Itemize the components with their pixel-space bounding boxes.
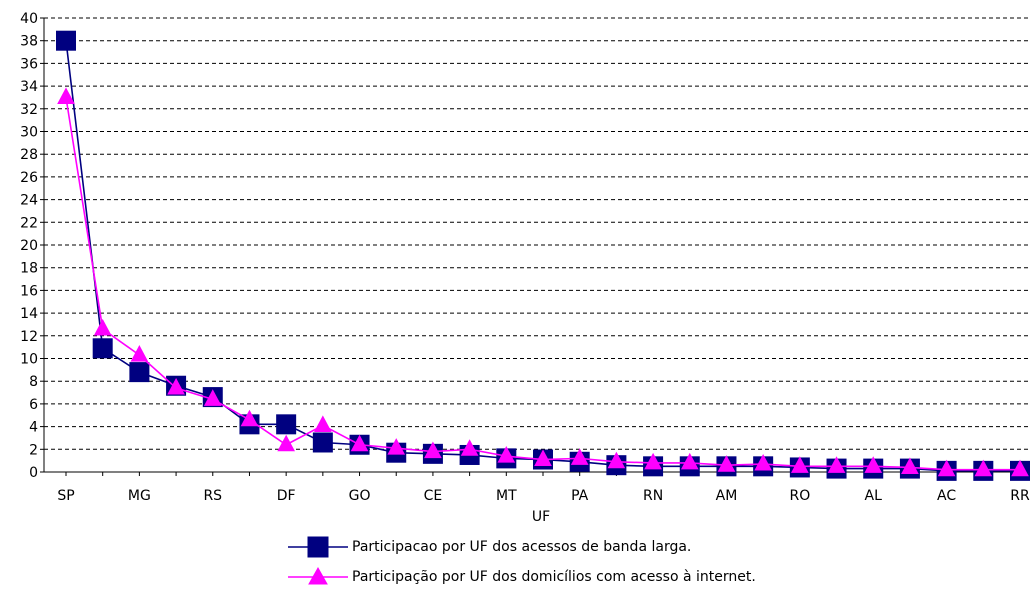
data-point-triangle bbox=[460, 439, 479, 456]
y-tick-label: 20 bbox=[20, 238, 38, 254]
legend: Participacao por UF dos acessos de banda… bbox=[288, 532, 756, 592]
data-point-triangle bbox=[827, 456, 846, 473]
y-tick-label: 4 bbox=[29, 420, 38, 436]
y-tick-label: 2 bbox=[29, 442, 38, 458]
data-point-triangle bbox=[497, 446, 516, 463]
series-2 bbox=[57, 87, 1029, 477]
series-line bbox=[65, 97, 1020, 471]
x-tick-label: MG bbox=[128, 488, 151, 504]
y-tick-label: 0 bbox=[29, 465, 38, 481]
y-tick-label: 22 bbox=[20, 215, 38, 231]
x-tick-label: PA bbox=[571, 488, 589, 504]
y-tick-label: 8 bbox=[29, 374, 38, 390]
x-tick-label: RR bbox=[1010, 488, 1030, 504]
data-point-triangle bbox=[644, 452, 662, 470]
data-point-triangle bbox=[240, 409, 259, 427]
data-point-triangle bbox=[534, 449, 552, 467]
legend-item-households: Participação por UF dos domicílios com a… bbox=[288, 562, 756, 592]
data-point-square bbox=[312, 432, 333, 453]
data-point-square bbox=[56, 30, 76, 51]
data-point-triangle bbox=[754, 453, 772, 471]
x-tick-label: GO bbox=[349, 488, 371, 504]
gridlines bbox=[44, 17, 1029, 450]
y-tick-label: 36 bbox=[20, 56, 38, 72]
y-tick-label: 14 bbox=[20, 306, 38, 322]
y-tick-label: 10 bbox=[20, 352, 38, 368]
series-1 bbox=[56, 30, 1030, 481]
y-tick-label: 38 bbox=[20, 34, 38, 50]
x-tick-label: RO bbox=[789, 488, 810, 504]
data-point-triangle bbox=[791, 456, 809, 473]
y-tick-label: 16 bbox=[20, 283, 38, 299]
y-tick-label: 40 bbox=[20, 11, 38, 27]
data-point-triangle bbox=[974, 459, 993, 477]
data-point-triangle bbox=[717, 455, 736, 472]
x-tick-label: AC bbox=[937, 488, 956, 504]
legend-item-broadband: Participacao por UF dos acessos de banda… bbox=[288, 532, 756, 562]
y-tick-label: 12 bbox=[20, 329, 38, 345]
data-point-triangle bbox=[901, 457, 919, 474]
x-axis-title: UF bbox=[532, 509, 550, 525]
x-tick-label: RN bbox=[643, 488, 663, 504]
y-tick-label: 18 bbox=[20, 261, 38, 277]
data-point-triangle bbox=[93, 318, 112, 336]
y-tick-label: 30 bbox=[20, 125, 38, 141]
data-point-triangle bbox=[130, 345, 149, 362]
y-tick-label: 6 bbox=[29, 397, 38, 413]
legend-swatch-triangle bbox=[288, 566, 348, 585]
x-tick-label: CE bbox=[424, 488, 443, 504]
legend-label: Participacao por UF dos acessos de banda… bbox=[352, 539, 692, 555]
legend-swatch-square bbox=[288, 536, 348, 558]
data-point-triangle bbox=[387, 438, 406, 455]
data-point-triangle bbox=[203, 389, 222, 406]
x-tick-labels: SP MG RS DF GO CE MT PA RN AM RO AL AC RR bbox=[57, 488, 1030, 504]
x-tick-label: AM bbox=[716, 488, 738, 504]
data-point-triangle bbox=[937, 459, 956, 477]
data-point-triangle bbox=[167, 377, 185, 395]
x-tick-label: RS bbox=[203, 488, 222, 504]
x-tick-label: AL bbox=[865, 488, 883, 504]
series-group bbox=[56, 30, 1030, 481]
data-point-square bbox=[92, 338, 113, 359]
data-point-triangle bbox=[314, 415, 332, 432]
x-tick-label: SP bbox=[57, 488, 74, 504]
y-tick-label: 28 bbox=[20, 147, 38, 163]
data-point-square bbox=[129, 362, 150, 383]
axes bbox=[40, 17, 1029, 476]
data-point-triangle bbox=[607, 451, 626, 469]
data-point-triangle bbox=[1011, 459, 1029, 477]
data-point-triangle bbox=[350, 434, 369, 452]
data-point-triangle bbox=[570, 448, 589, 465]
y-tick-label: 32 bbox=[20, 102, 38, 118]
x-tick-label: MT bbox=[496, 488, 517, 504]
y-tick-label: 34 bbox=[20, 79, 38, 95]
data-point-triangle bbox=[277, 434, 295, 452]
data-point-triangle bbox=[57, 87, 75, 104]
y-tick-label: 26 bbox=[20, 170, 38, 186]
data-point-triangle bbox=[680, 452, 699, 470]
legend-label: Participação por UF dos domicílios com a… bbox=[352, 569, 756, 585]
data-point-triangle bbox=[864, 456, 883, 473]
data-point-square bbox=[276, 414, 297, 435]
data-point-triangle bbox=[424, 441, 442, 459]
x-tick-label: DF bbox=[277, 488, 296, 504]
y-tick-label: 24 bbox=[20, 193, 38, 209]
